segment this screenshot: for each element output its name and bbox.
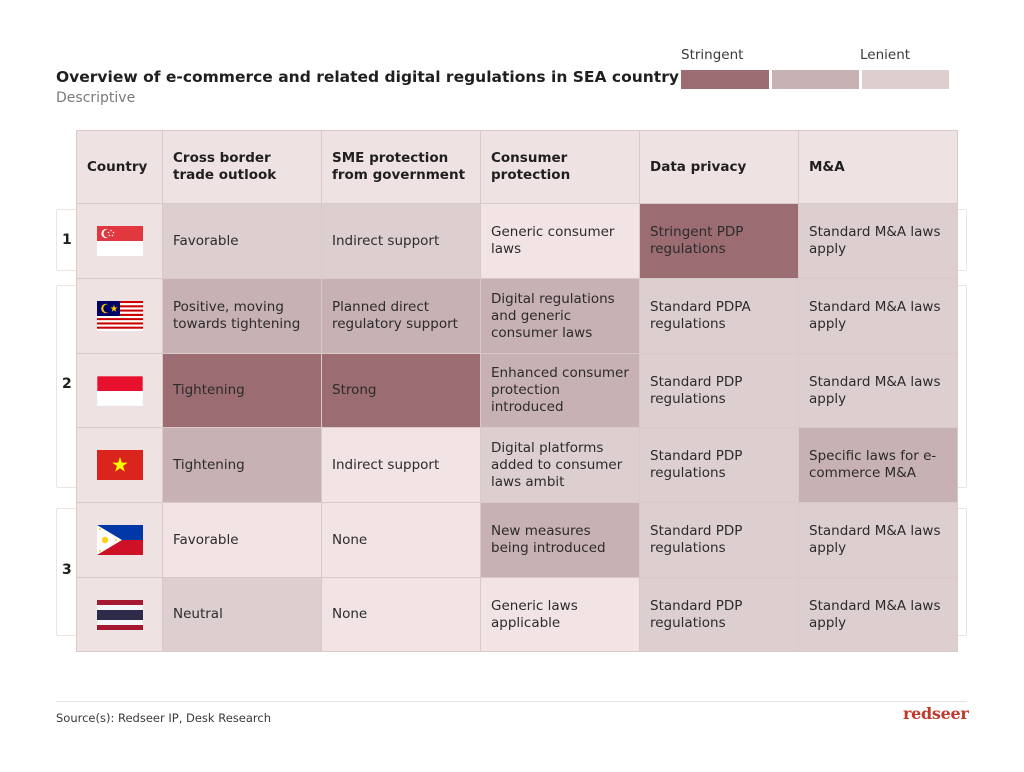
regulations-table: Country Cross border trade outlook SME pro… bbox=[76, 130, 958, 652]
column-header-cross-border-trade-outlook: Cross border trade outlook bbox=[163, 131, 321, 203]
country-flag-cell bbox=[77, 428, 162, 502]
table-cell-data-privacy: Standard PDP regulations bbox=[640, 354, 798, 427]
table-cell-data-privacy: Standard PDP regulations bbox=[640, 503, 798, 577]
table-cell-sme-protection-from-government: None bbox=[322, 503, 480, 577]
table-cell-manda: Standard M&A laws apply bbox=[799, 503, 957, 577]
country-flag-cell bbox=[77, 578, 162, 651]
legend-swatch-moderate bbox=[772, 70, 859, 89]
country-flag-cell bbox=[77, 279, 162, 353]
group-number-1: 1 bbox=[62, 232, 72, 248]
table-cell-manda: Standard M&A laws apply bbox=[799, 279, 957, 353]
table-cell-cross-border-trade-outlook: Tightening bbox=[163, 354, 321, 427]
thailand-flag-icon bbox=[96, 599, 143, 630]
table-cell-cross-border-trade-outlook: Favorable bbox=[163, 503, 321, 577]
table-cell-manda: Standard M&A laws apply bbox=[799, 578, 957, 651]
column-header-sme-protection-from-government: SME protection from government bbox=[322, 131, 480, 203]
chart-title: Overview of e-commerce and related digit… bbox=[56, 68, 679, 86]
philippines-flag-icon bbox=[96, 525, 143, 555]
group-number-3: 3 bbox=[62, 562, 72, 578]
table-cell-data-privacy: Standard PDPA regulations bbox=[640, 279, 798, 353]
legend-stringent-label: Stringent bbox=[681, 47, 744, 63]
redseer-logo: redseer bbox=[903, 704, 969, 723]
table-cell-sme-protection-from-government: Planned direct regulatory support bbox=[322, 279, 480, 353]
group-number-2: 2 bbox=[62, 376, 72, 392]
column-header-country: Country bbox=[77, 131, 162, 203]
malaysia-flag-icon bbox=[96, 301, 143, 331]
chart-subtitle: Descriptive bbox=[56, 90, 136, 106]
table-cell-manda: Standard M&A laws apply bbox=[799, 204, 957, 278]
table-cell-cross-border-trade-outlook: Positive, moving towards tightening bbox=[163, 279, 321, 353]
table-cell-consumer-protection: Generic consumer laws bbox=[481, 204, 639, 278]
table-cell-data-privacy: Standard PDP regulations bbox=[640, 578, 798, 651]
table-cell-manda: Specific laws for e-commerce M&A bbox=[799, 428, 957, 502]
vietnam-flag-icon bbox=[96, 450, 143, 480]
table-cell-manda: Standard M&A laws apply bbox=[799, 354, 957, 427]
country-flag-cell bbox=[77, 503, 162, 577]
singapore-flag-icon bbox=[96, 226, 143, 256]
country-flag-cell bbox=[77, 354, 162, 427]
table-cell-data-privacy: Standard PDP regulations bbox=[640, 428, 798, 502]
legend-swatch-lenient bbox=[862, 70, 949, 89]
table-cell-sme-protection-from-government: None bbox=[322, 578, 480, 651]
table-cell-consumer-protection: Digital regulations and generic consumer… bbox=[481, 279, 639, 353]
table-cell-consumer-protection: New measures being introduced bbox=[481, 503, 639, 577]
table-cell-sme-protection-from-government: Strong bbox=[322, 354, 480, 427]
table-cell-cross-border-trade-outlook: Neutral bbox=[163, 578, 321, 651]
column-header-data-privacy: Data privacy bbox=[640, 131, 798, 203]
indonesia-flag-icon bbox=[96, 375, 143, 406]
table-cell-cross-border-trade-outlook: Favorable bbox=[163, 204, 321, 278]
table-cell-consumer-protection: Enhanced consumer protection introduced bbox=[481, 354, 639, 427]
country-flag-cell bbox=[77, 204, 162, 278]
table-cell-data-privacy: Stringent PDP regulations bbox=[640, 204, 798, 278]
table-cell-sme-protection-from-government: Indirect support bbox=[322, 428, 480, 502]
footer-divider bbox=[56, 701, 967, 702]
column-header-consumer-protection: Consumer protection bbox=[481, 131, 639, 203]
legend-lenient-label: Lenient bbox=[860, 47, 911, 63]
column-header-manda: M&A bbox=[799, 131, 957, 203]
table-cell-sme-protection-from-government: Indirect support bbox=[322, 204, 480, 278]
table-cell-consumer-protection: Digital platforms added to consumer laws… bbox=[481, 428, 639, 502]
source-note: Source(s): Redseer IP, Desk Research bbox=[56, 711, 271, 725]
table-cell-cross-border-trade-outlook: Tightening bbox=[163, 428, 321, 502]
table-cell-consumer-protection: Generic laws applicable bbox=[481, 578, 639, 651]
legend-swatch-stringent bbox=[681, 70, 769, 89]
